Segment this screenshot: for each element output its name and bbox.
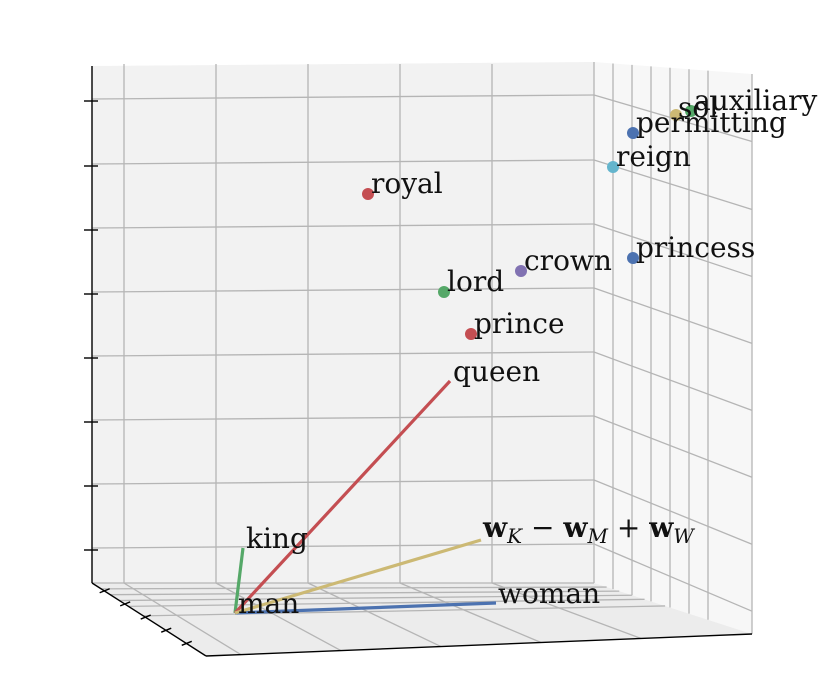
grid-lines [91, 62, 753, 656]
grid-line [307, 582, 442, 648]
grid-line [91, 479, 595, 485]
point-crown [515, 265, 527, 277]
point-sol [670, 109, 682, 121]
analogy-formula-label: wK − wM + wW [482, 511, 695, 548]
lord-label: lord [447, 265, 504, 298]
woman-vector [234, 601, 497, 615]
right-pane [594, 62, 752, 634]
grid-line [91, 415, 595, 421]
grid-line [593, 479, 753, 545]
axis-tick [160, 627, 172, 633]
grid-line [91, 543, 595, 549]
grid-line [91, 351, 595, 357]
grid-line [399, 582, 542, 644]
grid-line [491, 582, 642, 640]
princess-label: princess [636, 231, 755, 264]
back-pane [92, 62, 594, 583]
grid-line [110, 590, 620, 596]
y-axis-line [205, 633, 753, 657]
permitting-label: permitting [636, 106, 787, 139]
royal-label: royal [371, 167, 443, 200]
point-royal [362, 188, 374, 200]
prince-label: prince [474, 307, 565, 340]
grid-line [593, 543, 753, 612]
grid-line [91, 223, 595, 229]
reign-label: reign [616, 140, 691, 173]
grid-line [593, 415, 753, 478]
grid-line [128, 598, 645, 608]
woman-label: woman [498, 577, 600, 610]
grid-line [143, 605, 666, 617]
point-auxiliary [685, 105, 697, 117]
man-label: man [238, 587, 299, 620]
grid-line [119, 594, 632, 602]
axis-tick [140, 614, 151, 620]
grid-line [91, 159, 595, 165]
grid-line [123, 582, 242, 656]
grid-line [593, 287, 753, 344]
auxiliary-label: auxiliary [694, 84, 817, 117]
grid-line [91, 287, 595, 293]
grid-line [593, 159, 753, 211]
point-permitting [627, 127, 639, 139]
point-lord [438, 286, 450, 298]
point-reign [607, 161, 619, 173]
grid-line [593, 351, 753, 411]
axis-ticks [84, 100, 193, 646]
queen-vector [233, 379, 452, 615]
grid-line [91, 94, 595, 100]
floor-pane [92, 583, 752, 656]
crown-label: crown [524, 244, 612, 277]
analogy-vector [234, 538, 482, 615]
sol-label: sol [678, 91, 718, 124]
point-princess [627, 252, 639, 264]
king-label: king [246, 522, 308, 555]
axis-tick [99, 588, 110, 594]
queen-label: queen [453, 355, 540, 388]
grid-line [101, 586, 607, 590]
axis-tick [119, 601, 131, 607]
king-vector [233, 547, 245, 614]
axis-tick [181, 640, 193, 646]
grid-line [593, 223, 753, 278]
point-prince [465, 328, 477, 340]
